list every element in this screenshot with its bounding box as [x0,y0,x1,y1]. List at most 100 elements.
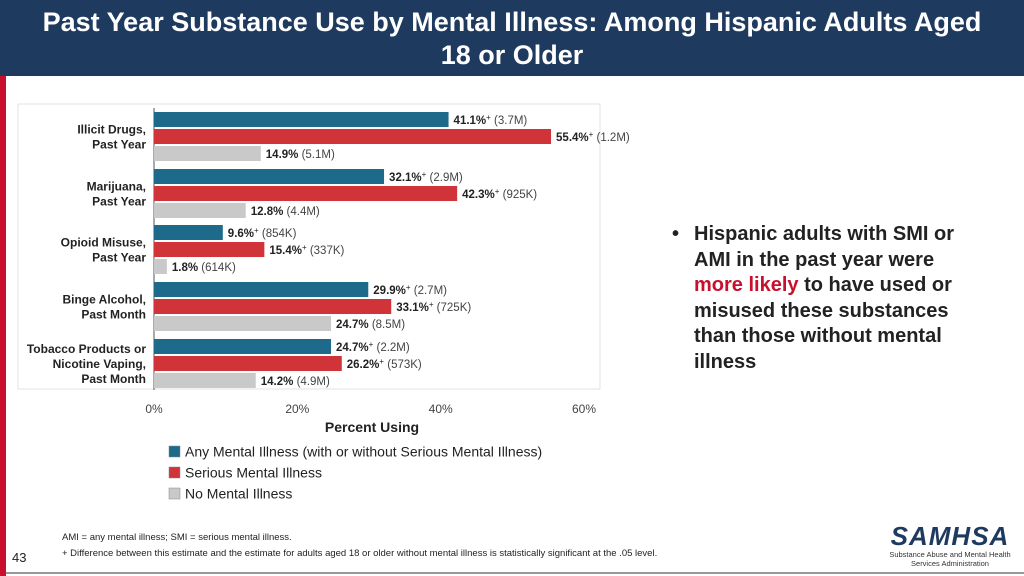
legend-label-smi: Serious Mental Illness [185,465,322,481]
key-finding-text: Hispanic adults with SMI or AMI in the p… [694,222,974,375]
bar-ami [154,225,223,240]
data-label-value: 9.6% [228,228,254,240]
significance-marker: + [589,130,594,139]
data-label-value: 29.9% [373,285,406,297]
data-label-smi: 26.2%+ (573K) [347,357,422,371]
data-label-count: (854K) [259,228,297,240]
data-label-value: 14.2% [261,376,294,388]
bar-smi [154,299,392,314]
category-label: Illicit Drugs, [77,123,146,137]
x-tick-label: 0% [145,402,163,416]
logo-subtitle-line2: Services Administration [911,559,989,568]
data-label-count: (2.7M) [411,285,448,297]
data-label-count: (4.9M) [293,376,330,388]
data-label-count: (925K) [499,189,537,201]
category-label: Nicotine Vaping, [53,357,146,371]
data-label-value: 32.1% [389,172,422,184]
data-label-count: (4.4M) [283,206,320,218]
data-label-none: 14.9% (5.1M) [266,149,335,161]
data-label-ami: 29.9%+ (2.7M) [373,283,447,297]
data-label-none: 12.8% (4.4M) [251,206,320,218]
bar-smi [154,356,342,371]
page-number: 43 [12,550,27,565]
significance-marker: + [369,340,374,349]
data-label-value: 26.2% [347,359,380,371]
bar-smi [154,129,552,144]
data-label-count: (3.7M) [491,115,528,127]
category-label: Past Year [92,251,146,265]
data-label-value: 41.1% [454,115,487,127]
x-tick-label: 40% [429,402,453,416]
plot-area-frame [17,103,601,390]
data-label-count: (337K) [307,245,345,257]
category-label: Opioid Misuse, [61,236,146,250]
x-tick-label: 60% [572,402,596,416]
data-label-value: 33.1% [396,302,429,314]
data-label-count: (2.9M) [426,172,463,184]
category-label: Marijuana, [87,180,146,194]
bottom-divider [6,572,1024,574]
bar-ami [154,282,369,297]
category-label: Binge Alcohol, [62,293,146,307]
bar-none [154,203,246,218]
data-label-none: 14.2% (4.9M) [261,376,330,388]
data-label-count: (1.2M) [593,132,630,144]
bar-ami [154,112,449,127]
data-label-value: 55.4% [556,132,589,144]
data-label-count: (2.2M) [373,342,410,354]
significance-marker: + [406,283,411,292]
category-label: Tobacco Products or [27,342,146,356]
bar-none [154,146,261,161]
data-label-count: (614K) [198,262,236,274]
data-label-count: (8.5M) [369,319,406,331]
key-finding-highlight: more likely [694,274,799,296]
data-label-value: 24.7% [336,319,369,331]
legend-label-none: No Mental Illness [185,486,292,502]
x-tick-label: 20% [285,402,309,416]
bullet-marker: • [672,223,680,245]
data-label-value: 24.7% [336,342,369,354]
data-label-count: (725K) [433,302,471,314]
data-label-smi: 15.4%+ (337K) [269,243,344,257]
data-label-smi: 33.1%+ (725K) [396,300,471,314]
data-label-value: 15.4% [269,245,302,257]
significance-marker: + [379,357,384,366]
bar-none [154,259,167,274]
bar-smi [154,186,458,201]
bar-smi [154,242,265,257]
footnote-significance: + Difference between this estimate and t… [62,548,658,559]
legend-label-ami: Any Mental Illness (with or without Seri… [185,444,542,460]
legend-swatch-smi [168,466,181,479]
data-label-ami: 32.1%+ (2.9M) [389,170,463,184]
key-finding-text-part1: Hispanic adults with SMI or AMI in the p… [694,223,955,271]
logo-wordmark: SAMHSA [890,521,1010,551]
data-label-none: 24.7% (8.5M) [336,319,405,331]
header-bar: Past Year Substance Use by Mental Illnes… [0,0,1024,76]
data-label-value: 42.3% [462,189,495,201]
data-label-value: 14.9% [266,149,299,161]
data-label-ami: 41.1%+ (3.7M) [454,113,528,127]
samhsa-logo: SAMHSA Substance Abuse and Mental Health… [880,522,1020,568]
data-label-smi: 42.3%+ (925K) [462,187,537,201]
category-label: Past Year [92,138,146,152]
legend-swatch-none [168,487,181,500]
logo-subtitle-line1: Substance Abuse and Mental Health [889,550,1011,559]
data-label-count: (5.1M) [298,149,335,161]
key-finding-text-part2: to have used or misused these substances… [694,274,952,373]
data-label-value: 12.8% [251,206,284,218]
significance-marker: + [486,113,491,122]
page-title: Past Year Substance Use by Mental Illnes… [42,7,982,70]
category-label: Past Month [81,372,146,386]
significance-marker: + [302,243,307,252]
data-label-value: 1.8% [172,262,198,274]
data-label-ami: 24.7%+ (2.2M) [336,340,410,354]
footnote-abbreviations: AMI = any mental illness; SMI = serious … [62,532,292,543]
significance-marker: + [422,170,427,179]
bar-none [154,373,256,388]
legend-swatch-ami [168,445,181,458]
bar-ami [154,339,332,354]
bar-none [154,316,332,331]
significance-marker: + [254,226,259,235]
significance-marker: + [495,187,500,196]
category-label: Past Year [92,195,146,209]
